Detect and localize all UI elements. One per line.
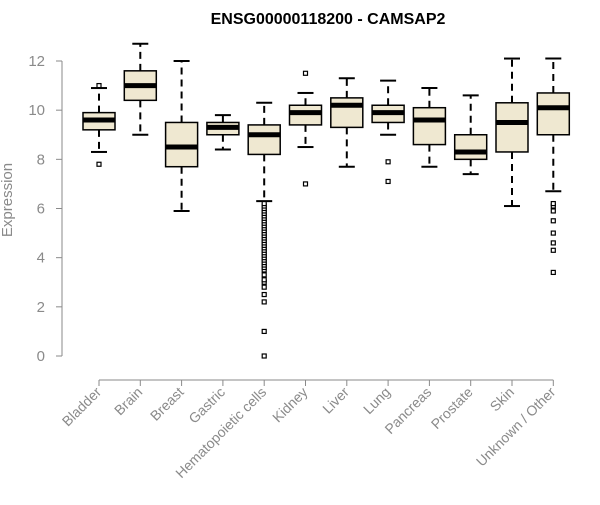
- outlier-point: [550, 240, 556, 246]
- box-group: [247, 101, 281, 359]
- box-group: [371, 79, 405, 185]
- outlier-point: [550, 230, 556, 236]
- iqr-box: [330, 97, 364, 129]
- y-tick-label: 4: [37, 250, 45, 267]
- x-tick-label: Prostate: [428, 384, 476, 432]
- box-group: [495, 57, 529, 208]
- x-tick-label: Bladder: [59, 384, 105, 430]
- x-tick-label: Lung: [360, 384, 393, 417]
- x-tick-label: Skin: [487, 384, 518, 415]
- y-axis-label: Expression: [0, 163, 16, 237]
- x-tick-label: Kidney: [269, 384, 311, 426]
- box-group: [412, 87, 447, 168]
- outlier-point: [261, 277, 267, 283]
- box-group: [123, 42, 158, 136]
- chart-title: ENSG00000118200 - CAMSAP2: [211, 11, 446, 28]
- outlier-point: [385, 159, 391, 165]
- y-axis: 0 2 4 6 8 10 12: [28, 53, 63, 365]
- outlier-point: [550, 269, 556, 276]
- y-tick-label: 8: [37, 151, 45, 168]
- y-tick-label: 0: [37, 348, 45, 365]
- iqr-box: [412, 106, 447, 146]
- outlier-point: [96, 82, 102, 89]
- y-tick-label: 6: [37, 201, 45, 218]
- outlier-point: [385, 178, 391, 185]
- y-tick-label: 2: [37, 299, 45, 316]
- outlier-point: [550, 218, 556, 224]
- outlier-point: [261, 328, 267, 335]
- y-tick-label: 12: [28, 53, 45, 70]
- box-group: [206, 114, 240, 151]
- outlier-point: [550, 247, 556, 253]
- box-series: [82, 42, 571, 359]
- iqr-box: [536, 92, 571, 136]
- box-group: [453, 94, 488, 176]
- iqr-box: [495, 102, 529, 153]
- iqr-box: [453, 134, 488, 161]
- outlier-point: [261, 272, 267, 278]
- x-tick-label: Breast: [147, 384, 187, 424]
- box-group: [536, 57, 571, 276]
- box-group: [164, 60, 199, 212]
- box-group: [288, 70, 323, 187]
- outlier-point: [302, 70, 309, 76]
- outlier-point: [261, 353, 267, 359]
- iqr-box: [247, 124, 281, 156]
- outlier-point: [261, 200, 267, 207]
- x-tick-label: Brain: [111, 384, 145, 418]
- x-tick-label: Liver: [319, 384, 352, 417]
- outlier-point: [96, 161, 102, 167]
- outlier-point: [261, 299, 267, 305]
- box-group: [330, 77, 364, 168]
- outlier-point: [550, 208, 556, 214]
- box-group: [82, 82, 116, 167]
- outlier-point: [261, 291, 267, 298]
- outlier-point: [550, 200, 556, 207]
- y-tick-label: 10: [28, 102, 45, 119]
- outlier-point: [302, 181, 309, 187]
- outlier-point: [261, 284, 267, 290]
